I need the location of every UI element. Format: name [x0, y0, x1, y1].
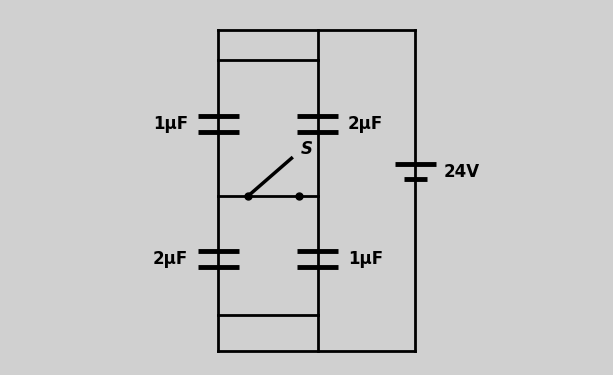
Text: 24V: 24V [443, 163, 479, 180]
Text: 2μF: 2μF [153, 250, 188, 268]
Text: 2μF: 2μF [348, 115, 383, 133]
Text: 1μF: 1μF [153, 115, 188, 133]
Text: S: S [301, 140, 313, 158]
Text: 1μF: 1μF [348, 250, 383, 268]
